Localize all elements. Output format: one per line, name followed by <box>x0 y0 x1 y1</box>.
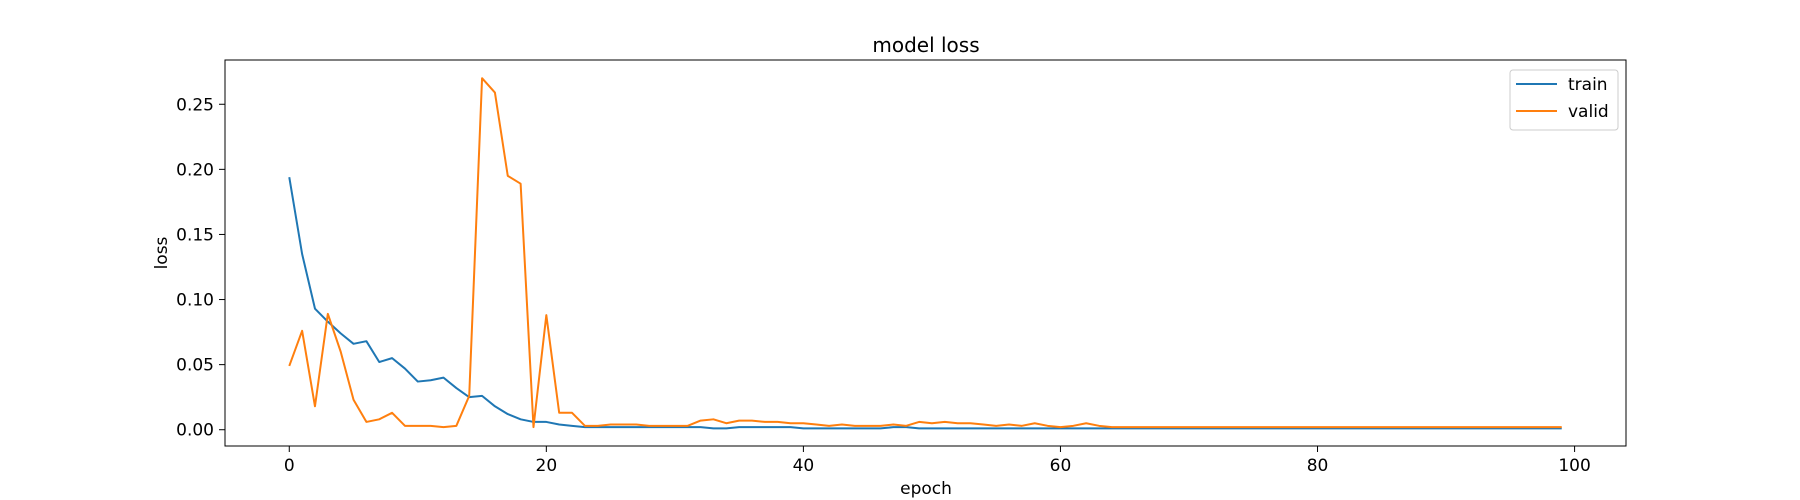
y-tick-label: 0.15 <box>176 225 214 245</box>
y-tick-label: 0.25 <box>176 95 214 115</box>
y-tick-label: 0.10 <box>176 291 214 311</box>
chart-title: model loss <box>872 33 979 57</box>
x-tick-label: 20 <box>536 456 558 476</box>
valid-loss-line <box>288 77 1562 429</box>
series-lines <box>288 77 1562 430</box>
x-tick-label: 80 <box>1307 456 1329 476</box>
y-tick-label: 0.20 <box>176 160 214 180</box>
y-tick-label: 0.00 <box>176 421 214 441</box>
x-axis-label: epoch <box>900 479 952 499</box>
x-tick-label: 60 <box>1050 456 1072 476</box>
axes-background <box>225 60 1626 446</box>
x-tick-label: 100 <box>1558 456 1590 476</box>
legend-train-label: train <box>1568 75 1608 95</box>
legend: train valid <box>1509 69 1619 131</box>
axes-frame <box>224 59 1627 447</box>
x-tick-label: 0 <box>284 456 295 476</box>
plot-area <box>225 60 1626 446</box>
train-loss-line <box>288 177 1562 430</box>
y-axis-label: loss <box>152 236 172 269</box>
x-tick-label: 40 <box>793 456 815 476</box>
legend-valid-label: valid <box>1568 102 1609 122</box>
axis-ticks: 0 20 40 60 80 100 0.00 0.05 0.10 0.15 0.20 0.25 <box>176 95 1591 476</box>
y-tick-label: 0.05 <box>176 356 214 376</box>
